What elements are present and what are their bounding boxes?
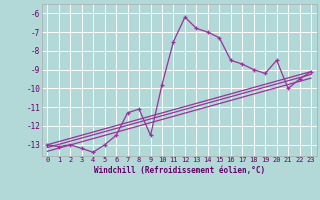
X-axis label: Windchill (Refroidissement éolien,°C): Windchill (Refroidissement éolien,°C) — [94, 166, 265, 175]
